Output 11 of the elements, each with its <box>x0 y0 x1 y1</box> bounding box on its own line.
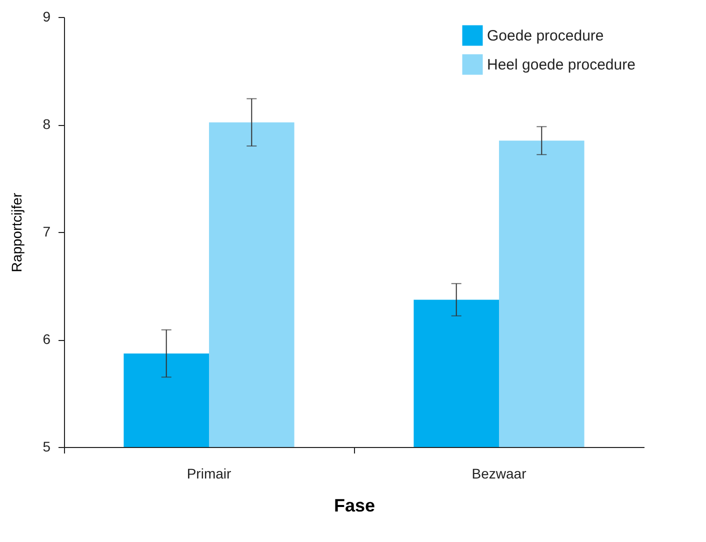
legend-label: Heel goede procedure <box>487 56 636 74</box>
y-tick-label: 5 <box>42 438 51 454</box>
y-tick-label: 8 <box>42 116 51 132</box>
x-tick-label: Bezwaar <box>472 466 527 482</box>
y-axis-title: Rapportcijfer <box>8 192 25 272</box>
x-tick-label: Primair <box>186 466 232 482</box>
legend-label: Goede procedure <box>487 28 604 44</box>
x-axis-title: Fase <box>334 496 376 516</box>
y-tick-label: 7 <box>42 224 51 240</box>
y-tick-label: 9 <box>42 8 51 24</box>
y-tick-label: 6 <box>42 331 51 347</box>
